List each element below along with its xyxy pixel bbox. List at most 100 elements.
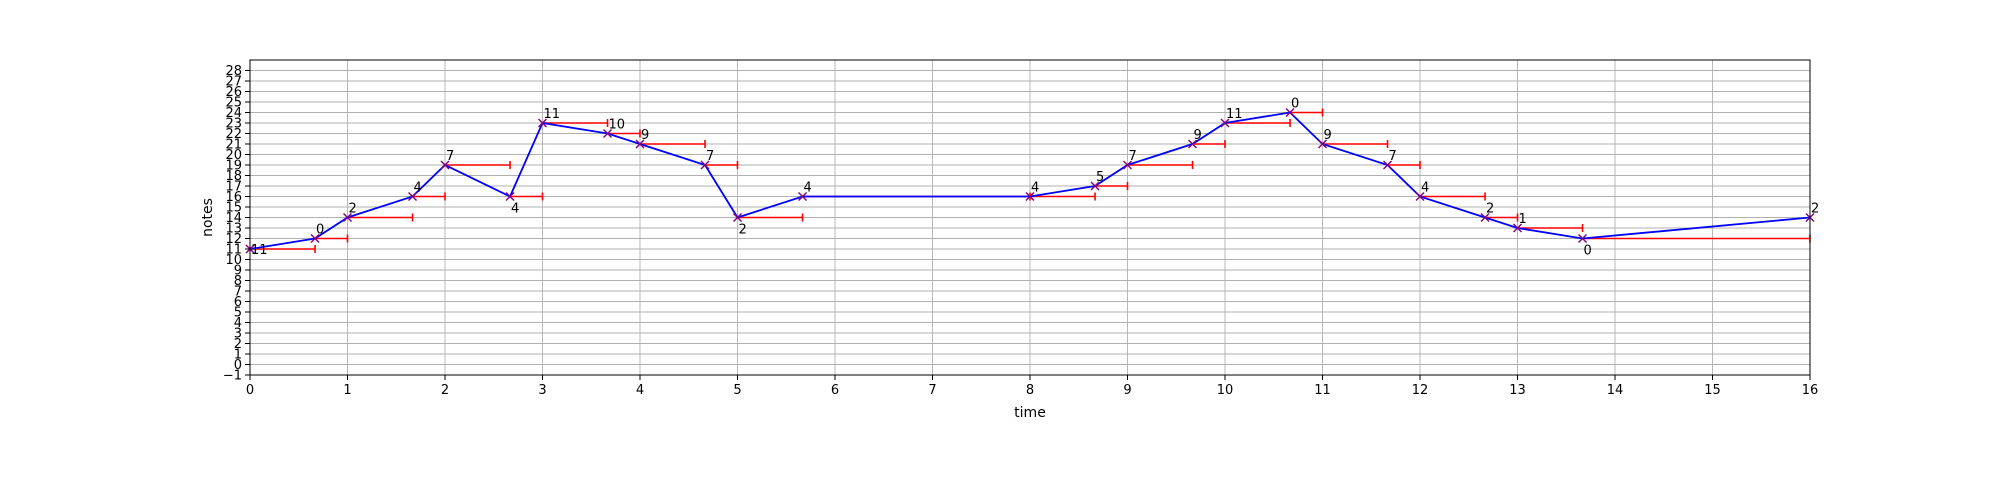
y-tick-label: 22 bbox=[225, 127, 242, 142]
note-label: 7 bbox=[446, 149, 454, 164]
x-tick-label: 0 bbox=[246, 383, 254, 398]
note-label: 11 bbox=[251, 243, 268, 258]
y-tick-label: 21 bbox=[225, 138, 242, 153]
y-tick-label: 2 bbox=[234, 337, 242, 352]
note-label: 4 bbox=[804, 181, 812, 196]
note-label: 7 bbox=[1129, 149, 1137, 164]
note-label: 0 bbox=[1291, 97, 1299, 112]
note-label: 2 bbox=[349, 202, 357, 217]
y-tick-label: 1 bbox=[234, 348, 242, 363]
y-tick-label: 28 bbox=[225, 64, 242, 79]
note-marker bbox=[343, 213, 352, 222]
y-tick-label: 25 bbox=[225, 96, 242, 111]
x-tick-label: 8 bbox=[1026, 383, 1034, 398]
note-marker bbox=[1383, 160, 1393, 170]
y-tick-label: 13 bbox=[225, 222, 242, 237]
x-axis-ticks: 0 1 2 3 4 5 6 7 8 9 10 11 12 13 14 15 16 bbox=[246, 375, 1818, 398]
note-marker bbox=[700, 160, 710, 170]
note-marker bbox=[440, 160, 450, 170]
note-marker bbox=[1123, 160, 1132, 170]
x-tick-label: 7 bbox=[928, 383, 936, 398]
note-label: 11 bbox=[1226, 107, 1243, 122]
note-marker bbox=[603, 129, 613, 138]
note-marker bbox=[1090, 181, 1100, 191]
y-tick-label: 15 bbox=[225, 201, 242, 216]
note-label: 0 bbox=[1584, 244, 1592, 259]
grid bbox=[249, 60, 1811, 376]
y-tick-label: 14 bbox=[225, 211, 242, 226]
note-marker bbox=[1025, 192, 1035, 201]
x-tick-label: 12 bbox=[1412, 383, 1429, 398]
y-tick-label: 6 bbox=[234, 295, 242, 310]
y-tick-label: 5 bbox=[234, 306, 242, 321]
y-tick-label: 7 bbox=[234, 285, 242, 300]
note-label: 7 bbox=[1389, 149, 1397, 164]
x-tick-label: 3 bbox=[538, 383, 546, 398]
x-tick-label: 2 bbox=[441, 383, 449, 398]
note-label: 2 bbox=[1811, 202, 1819, 217]
y-tick-label: 3 bbox=[234, 327, 242, 342]
y-tick-label: 12 bbox=[225, 232, 242, 247]
note-label: 4 bbox=[1031, 181, 1039, 196]
note-label: 10 bbox=[609, 118, 626, 133]
note-label: 9 bbox=[1324, 128, 1332, 143]
note-marker bbox=[1415, 192, 1425, 201]
y-tick-label: 20 bbox=[225, 148, 242, 163]
note-label: 7 bbox=[706, 149, 714, 164]
note-marker bbox=[635, 139, 645, 149]
y-tick-label: 19 bbox=[225, 159, 242, 174]
note-marker bbox=[538, 118, 547, 128]
y-tick-label: 24 bbox=[225, 106, 242, 121]
note-label: 0 bbox=[316, 223, 324, 238]
x-tick-label: 10 bbox=[1217, 383, 1234, 398]
note-label: 2 bbox=[1486, 202, 1494, 217]
note-label: 4 bbox=[1421, 181, 1429, 196]
y-tick-label: 16 bbox=[225, 190, 242, 205]
note-label: 4 bbox=[511, 202, 519, 217]
x-tick-label: 15 bbox=[1704, 383, 1721, 398]
y-tick-label: −1 bbox=[223, 369, 242, 384]
note-label: 5 bbox=[1096, 170, 1104, 185]
y-tick-label: 17 bbox=[225, 180, 242, 195]
note-label: 4 bbox=[414, 181, 422, 196]
note-label: 11 bbox=[544, 107, 561, 122]
y-axis-ticks: −101234567891011121314151617181920212223… bbox=[223, 64, 250, 384]
x-axis-label: time bbox=[1014, 405, 1046, 421]
y-tick-label: 10 bbox=[225, 253, 242, 268]
note-marker bbox=[408, 192, 418, 201]
y-tick-label: 11 bbox=[225, 243, 242, 258]
x-tick-label: 16 bbox=[1802, 383, 1819, 398]
note-marker bbox=[1578, 234, 1588, 243]
x-tick-label: 14 bbox=[1607, 383, 1624, 398]
y-tick-label: 27 bbox=[225, 75, 242, 90]
note-marker bbox=[1220, 118, 1230, 128]
note-label: 9 bbox=[1194, 128, 1202, 143]
y-tick-label: 23 bbox=[225, 117, 242, 132]
note-marker bbox=[1285, 108, 1295, 117]
y-tick-label: 9 bbox=[234, 264, 242, 279]
x-tick-label: 13 bbox=[1509, 383, 1526, 398]
note-marker bbox=[505, 192, 515, 201]
note-label: 1 bbox=[1519, 212, 1527, 227]
x-tick-label: 9 bbox=[1123, 383, 1131, 398]
x-tick-label: 4 bbox=[636, 383, 644, 398]
y-tick-label: 26 bbox=[225, 85, 242, 100]
y-tick-label: 4 bbox=[234, 316, 242, 331]
note-marker bbox=[1188, 139, 1198, 149]
note-marker bbox=[733, 213, 742, 222]
note-marker bbox=[310, 234, 320, 243]
x-tick-label: 1 bbox=[343, 383, 351, 398]
y-tick-label: 0 bbox=[234, 358, 242, 373]
note-marker bbox=[798, 192, 808, 201]
note-marker bbox=[1480, 213, 1490, 222]
note-marker bbox=[1318, 139, 1327, 149]
y-axis-label: notes bbox=[200, 198, 216, 237]
note-label: 9 bbox=[641, 128, 649, 143]
x-tick-label: 6 bbox=[831, 383, 839, 398]
x-tick-label: 11 bbox=[1314, 383, 1331, 398]
note-markers bbox=[245, 108, 1815, 254]
y-tick-label: 18 bbox=[225, 169, 242, 184]
y-tick-label: 8 bbox=[234, 274, 242, 289]
